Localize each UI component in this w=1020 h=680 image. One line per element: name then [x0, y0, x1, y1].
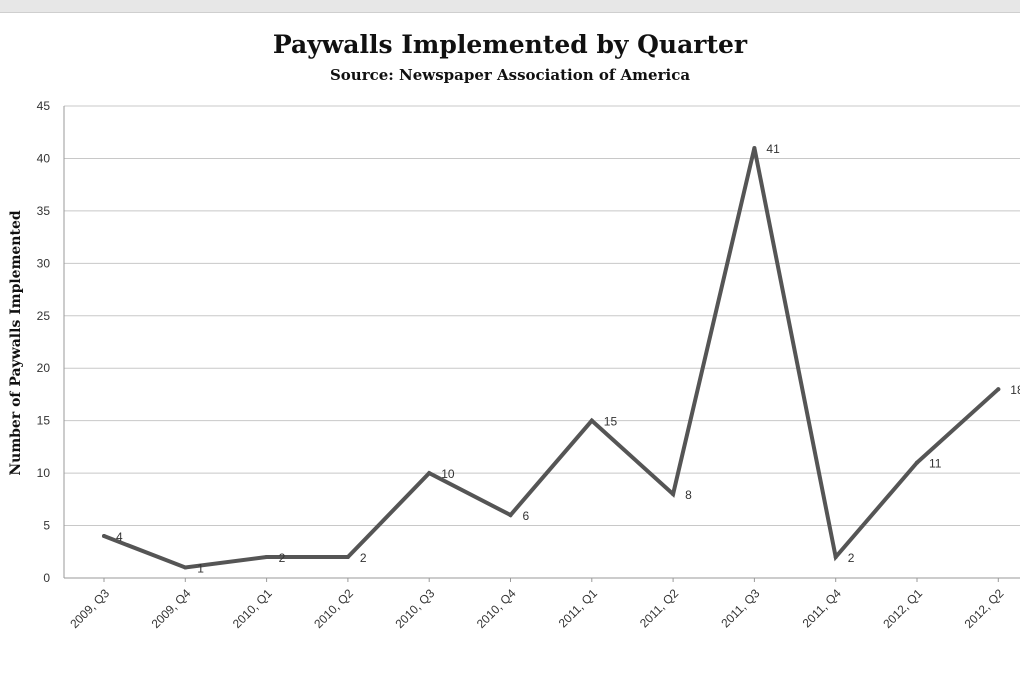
x-tick-label: 2012, Q1	[880, 586, 925, 631]
data-point	[589, 418, 594, 423]
x-tick-label: 2010, Q1	[230, 586, 275, 631]
data-point	[102, 534, 106, 539]
data-label: 15	[604, 415, 618, 429]
y-tick-label: 10	[37, 466, 51, 480]
y-tick-label: 45	[37, 99, 51, 113]
data-label: 2	[279, 551, 286, 565]
chart-title: Paywalls Implemented by Quarter	[272, 30, 748, 59]
data-point	[833, 555, 838, 560]
x-tick-label: 2011, Q2	[637, 586, 681, 630]
data-label: 4	[116, 530, 123, 544]
x-tick-label: 2011, Q4	[800, 586, 844, 630]
data-label: 8	[685, 488, 692, 502]
data-label: 11	[929, 457, 942, 471]
data-label: 6	[523, 509, 530, 523]
data-label: 10	[441, 467, 455, 481]
y-tick-label: 25	[37, 309, 51, 323]
y-tick-label: 0	[43, 571, 50, 585]
window-top-bar	[0, 0, 1020, 13]
chart-subtitle: Source: Newspaper Association of America	[329, 66, 691, 84]
series-line	[102, 147, 1001, 570]
data-point	[996, 387, 1001, 392]
data-label: 2	[360, 551, 367, 565]
data-point	[752, 145, 757, 150]
y-tick-label: 15	[37, 414, 51, 428]
data-point	[508, 513, 513, 518]
data-label: 2	[848, 551, 855, 565]
x-tick-label: 2010, Q2	[311, 586, 356, 631]
x-tick-label: 2009, Q3	[67, 586, 112, 631]
data-label: 41	[766, 142, 780, 156]
data-point	[264, 555, 269, 560]
data-label: 1	[197, 562, 204, 576]
x-tick-label: 2010, Q3	[393, 586, 438, 631]
x-tick-label: 2011, Q1	[556, 586, 600, 630]
y-tick-label: 30	[37, 256, 51, 270]
y-tick-label: 20	[37, 361, 51, 375]
x-tick-label: 2010, Q4	[474, 586, 519, 631]
data-point	[915, 460, 919, 465]
data-point	[427, 471, 432, 476]
data-point	[345, 555, 350, 560]
x-tick-label: 2009, Q4	[149, 586, 194, 631]
data-point	[671, 492, 676, 497]
x-tick-label: 2011, Q3	[718, 586, 762, 630]
y-tick-label: 5	[43, 519, 50, 533]
y-axis-label: Number of Paywalls Implemented	[8, 210, 24, 475]
data-point	[183, 565, 188, 570]
data-label: 18	[1010, 383, 1020, 397]
y-tick-label: 35	[37, 204, 51, 218]
y-tick-label: 40	[37, 151, 51, 165]
x-tick-label: 2012, Q2	[962, 586, 1007, 631]
